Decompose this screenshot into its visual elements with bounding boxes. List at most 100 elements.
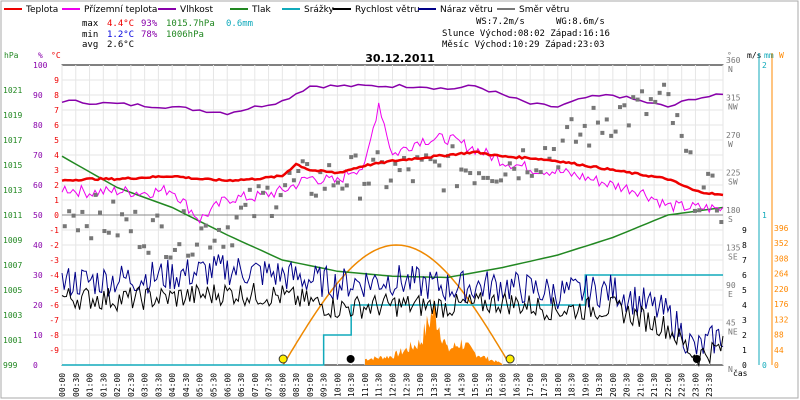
wind-direction-point xyxy=(688,150,693,155)
wind-direction-point xyxy=(159,224,164,229)
legend: Teplota Přízemní teplota Vlhkost Tlak Srážky… xyxy=(4,5,569,15)
x-tick-label: 05:00 xyxy=(196,373,205,397)
wind-direction-point xyxy=(556,165,561,170)
tick-direction: 225 xyxy=(726,169,741,178)
tick-mm: 0 xyxy=(762,361,767,370)
x-tick-label: 21:30 xyxy=(650,373,659,397)
legend-label: Vlhkost xyxy=(180,5,213,15)
x-tick-label: 08:30 xyxy=(292,373,301,397)
wind-direction-point xyxy=(230,243,235,248)
wind-direction-point xyxy=(679,133,684,138)
wind-direction-point xyxy=(349,155,354,160)
wind-direction-point xyxy=(569,117,574,122)
wind-direction-point xyxy=(719,220,724,225)
wind-direction-point xyxy=(662,82,667,87)
legend-label: Tlak xyxy=(251,5,272,15)
wind-direction-point xyxy=(313,193,318,198)
wind-direction-point xyxy=(578,132,583,137)
wind-direction-point xyxy=(635,97,640,102)
wind-direction-point xyxy=(424,153,429,158)
wind-direction-point xyxy=(648,97,653,102)
wind-direction-point xyxy=(710,173,715,178)
tick-celsius: 6 xyxy=(54,121,59,130)
x-tick-label: 06:30 xyxy=(237,373,246,397)
tick-hpa: 1019 xyxy=(3,111,22,120)
wind-direction-point xyxy=(239,205,244,210)
pressure-line xyxy=(61,155,724,279)
wind-direction-point xyxy=(547,156,552,161)
sunrise-marker xyxy=(278,354,288,364)
x-tick-label: 22:30 xyxy=(678,373,687,397)
wind-direction-point xyxy=(67,209,72,214)
wind-direction-point xyxy=(560,138,565,143)
x-tick-label: 17:00 xyxy=(526,373,535,397)
tick-hpa: 1009 xyxy=(3,236,22,245)
wind-direction-point xyxy=(697,208,702,213)
wind-direction-point xyxy=(516,176,521,181)
wind-direction-point xyxy=(437,163,442,168)
wind-direction-point xyxy=(283,183,288,188)
wind-direction-point xyxy=(221,244,226,249)
wind-direction-point xyxy=(128,229,133,234)
stats-moon: Měsíc Východ:10:29 Západ:23:03 xyxy=(442,40,605,50)
sun-path-line xyxy=(282,244,510,366)
wind-direction-point xyxy=(133,209,138,214)
wind-direction-point xyxy=(269,213,274,218)
tick-hpa: 1013 xyxy=(3,186,22,195)
wind-direction-point xyxy=(186,253,191,258)
legend-label: Přízemní teplota xyxy=(84,5,157,15)
x-tick-label: 03:00 xyxy=(141,373,150,397)
wind-direction-point xyxy=(327,163,332,168)
stats-max-press: 1015.7hPa xyxy=(166,19,215,29)
wind-direction-point xyxy=(146,250,151,255)
tick-hpa: 1003 xyxy=(3,311,22,320)
tick-celsius: 0 xyxy=(54,211,59,220)
tick-celsius: -8 xyxy=(49,331,59,340)
tick-hpa: 1017 xyxy=(3,136,22,145)
tick-direction: 135 xyxy=(726,244,741,253)
tick-percent: 30 xyxy=(33,271,43,280)
stats-ws: WS:7.2m/s xyxy=(476,17,525,27)
stats-wg: WG:8.6m/s xyxy=(556,17,605,27)
wind-direction-point xyxy=(164,255,169,260)
wind-direction-point xyxy=(600,130,605,135)
chart-title: 30.12.2011 xyxy=(365,52,435,65)
wind-direction-point xyxy=(653,99,658,104)
wind-direction-point xyxy=(261,190,266,195)
wind-direction-point xyxy=(476,171,481,176)
tick-celsius: 8 xyxy=(54,91,59,100)
tick-celsius: -2 xyxy=(49,241,59,250)
wind-direction-point xyxy=(322,186,327,191)
tick-celsius: -5 xyxy=(49,286,59,295)
tick-w: 132 xyxy=(774,315,789,324)
wind-direction-point xyxy=(384,185,389,190)
tick-hpa: 1007 xyxy=(3,261,22,270)
tick-percent: 80 xyxy=(33,121,43,130)
tick-direction: 180 xyxy=(726,206,741,215)
wind-direction-point xyxy=(454,184,459,189)
tick-ms: 2 xyxy=(742,331,747,340)
wind-direction-point xyxy=(331,183,336,188)
wind-direction-point xyxy=(181,209,186,214)
wind-direction-point xyxy=(124,217,129,222)
tick-hpa: 1011 xyxy=(3,211,22,220)
x-tick-label: 11:00 xyxy=(361,373,370,397)
wind-direction-point xyxy=(234,215,239,220)
tick-direction: 360 xyxy=(726,56,741,65)
tick-celsius: -7 xyxy=(49,316,59,325)
legend-label: Teplota xyxy=(25,5,58,15)
wind-direction-point xyxy=(468,171,473,176)
x-tick-label: 13:00 xyxy=(416,373,425,397)
x-tick-label: 03:30 xyxy=(154,373,163,397)
wind-direction-point xyxy=(137,245,142,250)
solar-radiation-area xyxy=(364,298,503,365)
rain-line xyxy=(62,274,723,366)
wind-direction-point xyxy=(305,162,310,167)
wind-direction-point xyxy=(62,224,67,229)
wind-direction-point xyxy=(675,113,680,118)
x-tick-label: 20:00 xyxy=(609,373,618,397)
x-tick-label: 00:30 xyxy=(72,373,81,397)
tick-ms: 5 xyxy=(742,286,747,295)
tick-direction-label: E xyxy=(728,290,733,299)
